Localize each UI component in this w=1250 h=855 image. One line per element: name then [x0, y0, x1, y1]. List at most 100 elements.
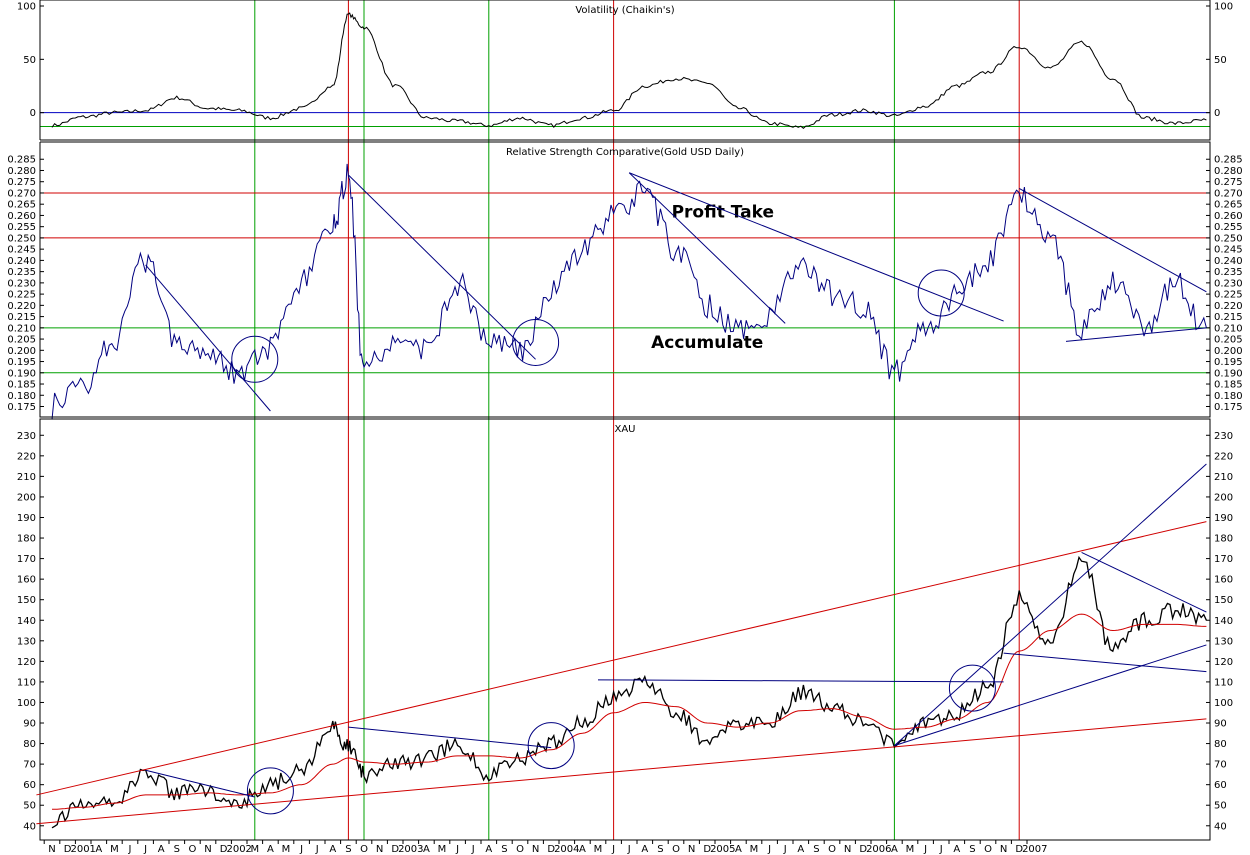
- ytick-label-left: 110: [17, 677, 36, 688]
- trend-line-5: [1065, 327, 1207, 342]
- gap-mask: [0, 140, 40, 142]
- trend-line-1: [348, 174, 536, 360]
- ytick-label-right: 110: [1214, 677, 1233, 688]
- ytick-label-right: 0.240: [1214, 256, 1243, 267]
- x-tick-label: A: [267, 844, 274, 855]
- ytick-label-left: 130: [17, 636, 36, 647]
- annotation-0: Profit Take: [672, 203, 774, 223]
- ytick-label-right: 200: [1214, 492, 1233, 503]
- ytick-label-left: 0.185: [7, 380, 36, 391]
- x-tick-label: N: [688, 844, 695, 855]
- ytick-label-left: 40: [23, 821, 36, 832]
- ytick-label-right: 140: [1214, 616, 1233, 627]
- trend-line-13: [1081, 551, 1207, 613]
- ytick-label-left: 0.200: [7, 346, 36, 357]
- ytick-label-right: 50: [1214, 801, 1227, 812]
- ytick-label-left: 170: [17, 554, 36, 565]
- ytick-label-left: 100: [17, 2, 36, 13]
- x-tick-label: O: [360, 844, 368, 855]
- trend-line-6: [36, 521, 1207, 796]
- ytick-label-right: 0.195: [1214, 357, 1243, 368]
- ytick-label-left: 0.190: [7, 368, 36, 379]
- x-tick-label: M: [110, 844, 119, 855]
- ytick-label-right: 0.245: [1214, 245, 1243, 256]
- ytick-label-right: 0.270: [1214, 188, 1243, 199]
- x-tick-label: N: [48, 844, 55, 855]
- x-tick-label: D: [64, 844, 72, 855]
- highlight-circle-3: [246, 767, 294, 815]
- x-tick-label: D: [859, 844, 867, 855]
- ytick-label-left: 70: [23, 760, 36, 771]
- panel-title: Relative Strength Comparative(Gold USD D…: [506, 147, 744, 158]
- ytick-label-left: 0.270: [7, 188, 36, 199]
- ytick-label-left: 0.180: [7, 391, 36, 402]
- trend-line-3: [629, 172, 1004, 322]
- x-tick-label: M: [250, 844, 259, 855]
- x-tick-label: S: [345, 844, 351, 855]
- x-tick-label: A: [735, 844, 742, 855]
- trend-line-0: [145, 264, 271, 412]
- ytick-label-right: 0.210: [1214, 323, 1243, 334]
- x-tick-label: D: [703, 844, 711, 855]
- ytick-label-right: 0.230: [1214, 278, 1243, 289]
- x-tick-label: 2005: [710, 844, 735, 855]
- x-tick-label: S: [657, 844, 663, 855]
- highlight-circle-0: [231, 335, 279, 383]
- ytick-label-right: 0.280: [1214, 166, 1243, 177]
- x-tick-label: O: [188, 844, 196, 855]
- ytick-label-right: 70: [1214, 760, 1227, 771]
- ytick-label-left: 0.215: [7, 312, 36, 323]
- x-tick-label: S: [174, 844, 180, 855]
- x-tick-label: A: [641, 844, 648, 855]
- x-tick-label: J: [128, 844, 132, 855]
- highlight-circle-1: [512, 318, 560, 366]
- trend-line-4: [1018, 188, 1207, 293]
- ytick-label-right: 0: [1214, 108, 1220, 119]
- x-tick-label: J: [939, 844, 943, 855]
- x-tick-label: D: [220, 844, 228, 855]
- trend-line-2: [628, 172, 786, 324]
- x-tick-label: D: [547, 844, 555, 855]
- ytick-label-left: 190: [17, 513, 36, 524]
- ytick-label-right: 130: [1214, 636, 1233, 647]
- trend-line-10: [597, 679, 1004, 683]
- ytick-label-right: 0.235: [1214, 267, 1243, 278]
- ytick-label-left: 180: [17, 534, 36, 545]
- ytick-label-left: 0.280: [7, 166, 36, 177]
- ytick-label-right: 190: [1214, 513, 1233, 524]
- trend-line-9: [348, 726, 552, 749]
- ytick-label-left: 100: [17, 698, 36, 709]
- series-line-0-0: [51, 12, 1207, 129]
- x-tick-label: A: [423, 844, 430, 855]
- x-tick-label: M: [282, 844, 291, 855]
- x-tick-label: 2007: [1022, 844, 1047, 855]
- panel-frame: [39, 141, 1211, 418]
- x-tick-label: N: [204, 844, 211, 855]
- ytick-label-left: 0.260: [7, 211, 36, 222]
- ytick-label-left: 0.245: [7, 245, 36, 256]
- x-tick-label: N: [844, 844, 851, 855]
- panel-0: 100 100 50 50 0 0 Volatility (Chaikin's): [17, 0, 1233, 141]
- x-tick-label: 2001: [70, 844, 95, 855]
- highlight-circle-5: [948, 664, 996, 712]
- x-tick-label: J: [299, 844, 303, 855]
- x-tick-label: D: [391, 844, 399, 855]
- ytick-label-left: 0.220: [7, 301, 36, 312]
- ytick-label-right: 40: [1214, 821, 1227, 832]
- x-tick-label: S: [501, 844, 507, 855]
- ytick-label-left: 0.285: [7, 155, 36, 166]
- ytick-label-left: 0.205: [7, 335, 36, 346]
- ytick-label-right: 0.265: [1214, 200, 1243, 211]
- ytick-label-left: 0.240: [7, 256, 36, 267]
- ytick-label-right: 0.255: [1214, 222, 1243, 233]
- ytick-label-left: 60: [23, 780, 36, 791]
- ytick-label-left: 0.250: [7, 233, 36, 244]
- ytick-label-right: 230: [1214, 431, 1233, 442]
- ytick-label-left: 0.175: [7, 402, 36, 413]
- x-tick-label: M: [438, 844, 447, 855]
- x-tick-label: S: [969, 844, 975, 855]
- x-tick-label: J: [783, 844, 787, 855]
- ytick-label-right: 120: [1214, 657, 1233, 668]
